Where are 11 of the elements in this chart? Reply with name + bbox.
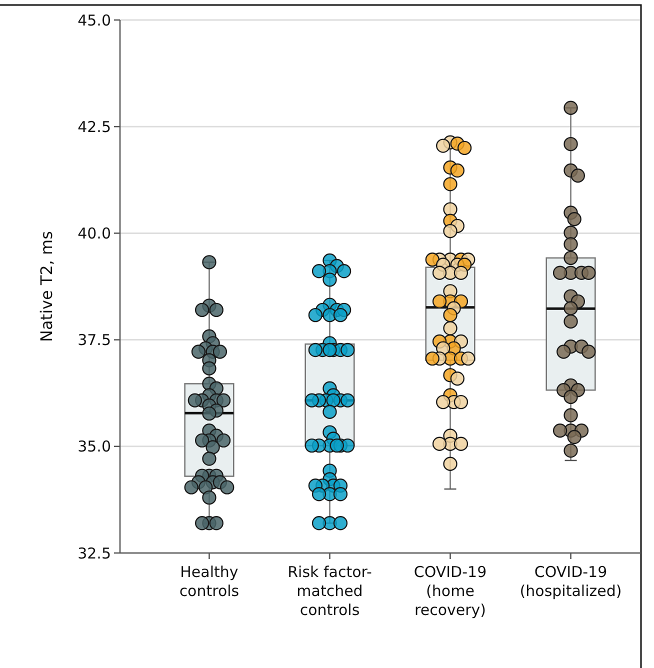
x-tick-label: COVID-19 (home recovery) [414, 563, 487, 619]
x-tick-label: Healthy controls [179, 563, 240, 600]
x-tick-label: Risk factor-matched controls [288, 563, 372, 619]
y-tick-label: 35.0 [78, 438, 111, 456]
y-tick-label: 40.0 [78, 224, 111, 242]
y-tick-label: 42.5 [78, 118, 111, 136]
y-tick-label: 32.5 [78, 544, 111, 562]
x-tick-label: COVID-19 (hospitalized) [520, 563, 622, 600]
y-tick-label: 37.5 [78, 331, 111, 350]
y-axis-title: Native T2, ms [37, 231, 56, 342]
y-tick-label: 45.0 [78, 11, 111, 30]
